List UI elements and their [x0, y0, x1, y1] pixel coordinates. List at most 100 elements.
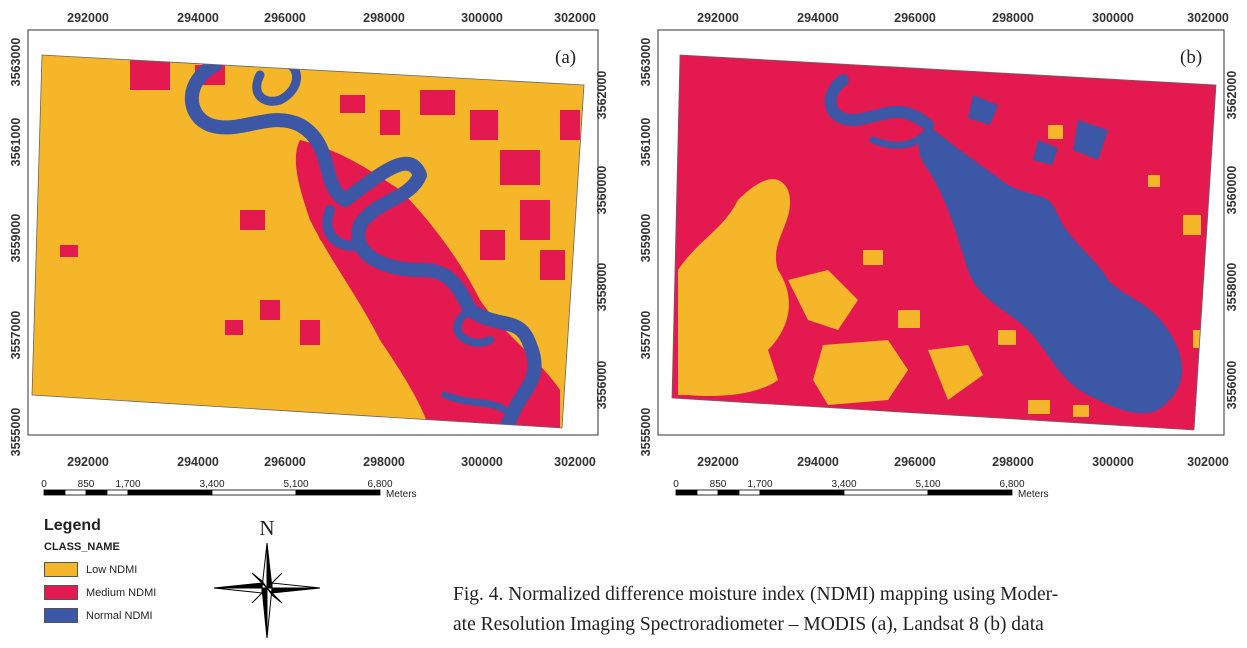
map-legend: Legend CLASS_NAME Low NDMI Medium NDMI N… [44, 517, 264, 627]
y-tick: 3557000 [639, 311, 653, 360]
legend-title: Legend [44, 517, 101, 534]
y-tick: 3555000 [9, 408, 23, 457]
y-tick: 3555000 [639, 408, 653, 457]
scale-bar-a: 0 850 1,700 3,400 5,100 6,800 Meters [41, 476, 444, 505]
map-panel-b: (b) 292000 294000 296000 298000 300000 3… [628, 0, 1247, 475]
scale-bar-b: 0 850 1,700 3,400 5,100 6,800 Meters [673, 476, 1076, 505]
y-tick: 3560000 [595, 166, 609, 215]
y-tick: 3558000 [1225, 263, 1239, 312]
map-b-y-ticks-left: 3563000 3561000 3559000 3557000 3555000 [639, 38, 653, 457]
x-tick: 300000 [461, 11, 503, 25]
map-a-extent [31, 54, 585, 429]
scale-label: 3,400 [831, 479, 856, 490]
legend-label: Medium NDMI [86, 586, 157, 599]
map-a-y-ticks-left: 3563000 3561000 3559000 3557000 3555000 [9, 38, 23, 457]
x-tick: 302000 [1187, 11, 1229, 25]
x-tick: 298000 [992, 455, 1034, 469]
x-tick: 302000 [1187, 455, 1229, 469]
x-tick: 296000 [894, 11, 936, 25]
x-tick: 292000 [697, 455, 739, 469]
scale-unit: Meters [386, 489, 417, 500]
x-tick: 292000 [697, 11, 739, 25]
y-tick: 3556000 [1225, 361, 1239, 410]
scale-label: 0 [673, 479, 679, 490]
legend-label: Normal NDMI [86, 609, 153, 622]
panel-label-a: (a) [555, 47, 576, 68]
low-ndmi-patches [678, 125, 1207, 417]
map-a-svg: (a) 292000 294000 296000 298000 300000 3… [9, 11, 609, 469]
x-tick: 296000 [264, 455, 306, 469]
legend-swatch-medium [44, 585, 78, 600]
map-b-x-ticks-bottom: 292000 294000 296000 298000 300000 30200… [697, 455, 1229, 469]
y-tick: 3561000 [9, 118, 23, 167]
x-tick: 300000 [1092, 455, 1134, 469]
scale-label: 850 [78, 479, 95, 490]
x-tick: 294000 [797, 455, 839, 469]
north-arrow: N [212, 513, 322, 643]
scale-label: 1,700 [115, 479, 140, 490]
scale-label: 3,400 [199, 479, 224, 490]
x-tick: 298000 [363, 11, 405, 25]
x-tick: 294000 [177, 11, 219, 25]
normal-ndmi-river [824, 74, 1182, 414]
x-tick: 300000 [1092, 11, 1134, 25]
legend-item-medium: Medium NDMI [44, 581, 264, 604]
x-tick: 296000 [894, 455, 936, 469]
map-b-y-ticks-right: 3562000 3560000 3558000 3556000 [1225, 71, 1239, 410]
x-tick: 296000 [264, 11, 306, 25]
caption-line-2: ate Resolution Imaging Spectroradiometer… [453, 614, 1044, 635]
scale-label: 6,800 [999, 479, 1024, 490]
map-b-x-ticks-top: 292000 294000 296000 298000 300000 30200… [697, 11, 1229, 25]
y-tick: 3558000 [595, 263, 609, 312]
scale-label: 850 [710, 479, 727, 490]
map-b-raster [672, 55, 1216, 430]
x-tick: 292000 [67, 455, 109, 469]
scale-unit: Meters [1018, 489, 1049, 500]
y-tick: 3560000 [1225, 166, 1239, 215]
scale-label: 1,700 [747, 479, 772, 490]
x-tick: 300000 [461, 455, 503, 469]
x-tick: 302000 [554, 455, 596, 469]
map-b-extent [671, 54, 1217, 431]
map-b-frame [657, 29, 1225, 436]
y-tick: 3559000 [9, 214, 23, 263]
y-tick: 3563000 [9, 38, 23, 87]
x-tick: 298000 [992, 11, 1034, 25]
x-tick: 298000 [363, 455, 405, 469]
caption-line-1: Fig. 4. Normalized difference moisture i… [453, 584, 1059, 605]
map-a-x-ticks-top: 292000 294000 296000 298000 300000 30200… [67, 11, 596, 25]
compass-rose-icon: N [213, 516, 321, 639]
scale-label: 5,100 [283, 479, 308, 490]
y-tick: 3556000 [595, 361, 609, 410]
legend-field-name: CLASS_NAME [44, 541, 120, 553]
x-tick: 294000 [797, 11, 839, 25]
legend-item-low: Low NDMI [44, 558, 264, 581]
legend-swatch-normal [44, 608, 78, 623]
y-tick: 3563000 [639, 38, 653, 87]
y-tick: 3562000 [595, 71, 609, 120]
y-tick: 3557000 [9, 311, 23, 360]
scale-bar-b-svg: 0 850 1,700 3,400 5,100 6,800 Meters [673, 479, 1049, 500]
normal-ndmi-river [184, 58, 542, 428]
scale-label: 5,100 [915, 479, 940, 490]
scale-label: 0 [41, 479, 47, 490]
legend-item-normal: Normal NDMI [44, 604, 264, 627]
x-tick: 294000 [177, 455, 219, 469]
map-a-y-ticks-right: 3562000 3560000 3558000 3556000 [595, 71, 609, 410]
map-b-svg: (b) 292000 294000 296000 298000 300000 3… [639, 11, 1239, 469]
scale-bar-a-svg: 0 850 1,700 3,400 5,100 6,800 Meters [41, 479, 417, 500]
y-tick: 3559000 [639, 214, 653, 263]
panel-label-b: (b) [1180, 47, 1202, 68]
y-tick: 3562000 [1225, 71, 1239, 120]
map-a-frame [27, 29, 599, 436]
y-tick: 3561000 [639, 118, 653, 167]
map-panel-a: (a) 292000 294000 296000 298000 300000 3… [0, 0, 620, 475]
scale-label: 6,800 [367, 479, 392, 490]
map-a-x-ticks-bottom: 292000 294000 296000 298000 300000 30200… [67, 455, 596, 469]
x-tick: 292000 [67, 11, 109, 25]
map-a-raster [32, 55, 584, 428]
x-tick: 302000 [554, 11, 596, 25]
legend-swatch-low [44, 562, 78, 577]
figure-caption: Fig. 4. Normalized difference moisture i… [453, 580, 1247, 640]
legend-label: Low NDMI [86, 563, 138, 576]
